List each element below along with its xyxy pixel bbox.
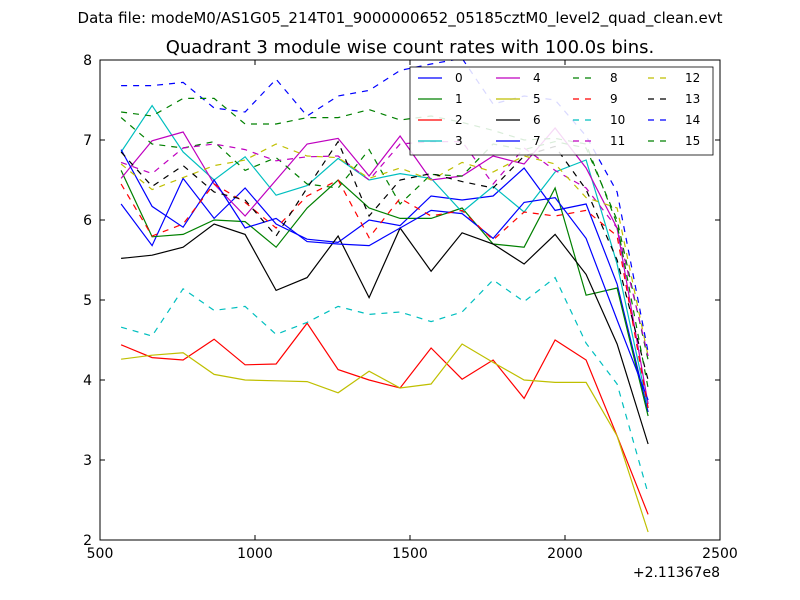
- legend-label-4: 4: [533, 71, 541, 85]
- legend-label-9: 9: [610, 92, 618, 106]
- x-tick-label: 1000: [237, 546, 273, 562]
- x-tick-label: 2500: [702, 546, 738, 562]
- legend-label-5: 5: [533, 92, 541, 106]
- legend-label-8: 8: [610, 71, 618, 85]
- chart-title: Quadrant 3 module wise count rates with …: [166, 37, 655, 58]
- series-line-9: [120, 179, 649, 409]
- x-tick-label: 1500: [392, 546, 428, 562]
- legend-label-11: 11: [610, 134, 625, 148]
- series-line-7: [120, 149, 649, 401]
- data-file-header: Data file: modeM0/AS1G05_214T01_90000006…: [78, 9, 723, 28]
- legend-label-3: 3: [455, 134, 463, 148]
- legend-label-1: 1: [455, 92, 463, 106]
- y-tick-label: 5: [83, 293, 92, 309]
- legend-label-7: 7: [533, 134, 541, 148]
- x-tick-label: 2000: [547, 546, 583, 562]
- legend-label-10: 10: [610, 113, 625, 127]
- series-line-10: [120, 276, 649, 494]
- y-tick-label: 8: [83, 53, 92, 69]
- series-line-4: [120, 127, 649, 405]
- y-tick-label: 7: [83, 133, 92, 149]
- y-tick-label: 3: [83, 453, 92, 469]
- series-line-0: [120, 167, 649, 413]
- series-line-1: [120, 170, 649, 417]
- series-line-8: [120, 117, 649, 361]
- y-tick-label: 6: [83, 213, 92, 229]
- legend-label-14: 14: [685, 113, 700, 127]
- ticks-layer: 500 1000 1500 2000 2500 2 3 4 5 6 7 8: [83, 53, 738, 562]
- series-line-2: [120, 322, 649, 515]
- series-line-5: [121, 343, 649, 533]
- legend-frame: [409, 66, 714, 156]
- legend-label-13: 13: [685, 92, 700, 106]
- x-offset-label: +2.11367e8: [633, 565, 720, 581]
- y-tick-label: 2: [83, 533, 92, 549]
- x-tick-label: 500: [87, 546, 114, 562]
- y-tick-label: 4: [83, 373, 92, 389]
- series-line-6: [121, 223, 649, 445]
- series-line-11: [120, 141, 649, 357]
- series-line-12: [120, 143, 649, 357]
- legend-label-0: 0: [455, 71, 463, 85]
- legend-label-12: 12: [685, 71, 700, 85]
- legend-label-6: 6: [533, 113, 541, 127]
- legend-label-15: 15: [685, 134, 700, 148]
- legend-label-2: 2: [455, 113, 463, 127]
